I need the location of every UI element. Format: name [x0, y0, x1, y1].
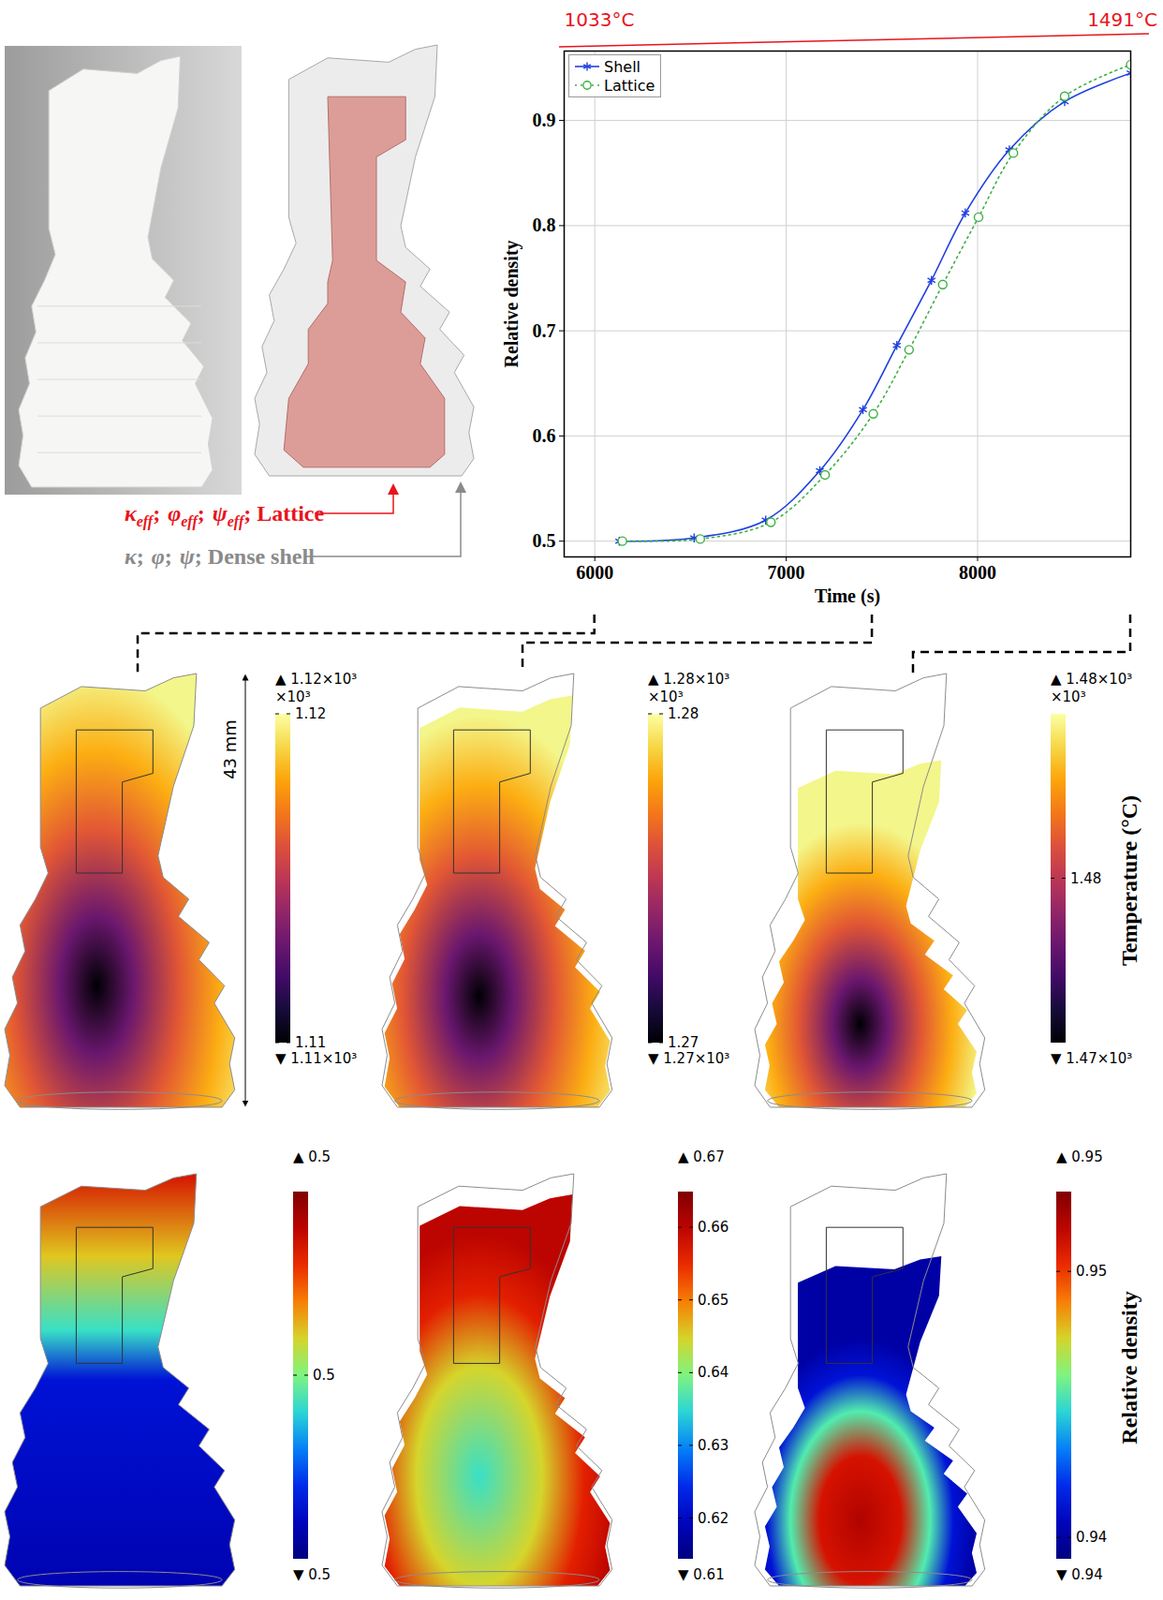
svg-text:Relative density: Relative density — [1117, 1290, 1142, 1443]
svg-text:0.94: 0.94 — [1075, 1528, 1107, 1546]
svg-text:1491°C: 1491°C — [1087, 8, 1158, 31]
svg-text:0.62: 0.62 — [697, 1509, 729, 1527]
svg-text:▼ 1.27×10³: ▼ 1.27×10³ — [647, 1049, 730, 1067]
svg-text:1.11: 1.11 — [294, 1033, 326, 1051]
html-text:Lattice: Lattice — [603, 76, 655, 95]
svg-text:0.95: 0.95 — [1075, 1262, 1107, 1280]
svg-text:0.5: 0.5 — [532, 529, 557, 551]
svg-text:1.28: 1.28 — [667, 705, 699, 722]
svg-text:Time (s): Time (s) — [814, 585, 881, 607]
svg-text:Relative density: Relative density — [500, 239, 523, 368]
svg-text:▼ 1.11×10³: ▼ 1.11×10³ — [275, 1049, 357, 1067]
svg-text:▼ 1.47×10³: ▼ 1.47×10³ — [1050, 1049, 1133, 1067]
svg-text:1.27: 1.27 — [667, 1033, 699, 1051]
svg-text:×10³: ×10³ — [647, 688, 684, 706]
svg-text:▲ 0.5: ▲ 0.5 — [293, 1148, 331, 1165]
svg-text:0.65: 0.65 — [697, 1291, 729, 1309]
svg-text:▲ 0.95: ▲ 0.95 — [1056, 1148, 1104, 1165]
svg-text:κ;φ;ψ; Dense shell: κ;φ;ψ; Dense shell — [124, 544, 315, 569]
svg-text:▼ 0.94: ▼ 0.94 — [1056, 1565, 1104, 1583]
svg-text:7000: 7000 — [767, 561, 806, 583]
svg-text:×10³: ×10³ — [1050, 688, 1087, 706]
svg-text:1.12: 1.12 — [294, 705, 326, 722]
svg-text:1033°C: 1033°C — [564, 8, 635, 31]
svg-text:6000: 6000 — [575, 561, 614, 583]
svg-text:▲ 1.28×10³: ▲ 1.28×10³ — [647, 670, 730, 688]
svg-text:1.48: 1.48 — [1070, 869, 1102, 887]
svg-text:0.7: 0.7 — [532, 320, 557, 341]
svg-text:▼ 0.61: ▼ 0.61 — [677, 1565, 725, 1583]
svg-text:Temperature (°C): Temperature (°C) — [1117, 794, 1142, 966]
svg-text:▲ 0.67: ▲ 0.67 — [677, 1148, 725, 1165]
svg-text:0.63: 0.63 — [697, 1436, 729, 1454]
svg-text:43 mm: 43 mm — [220, 719, 240, 780]
svg-text:▲ 1.48×10³: ▲ 1.48×10³ — [1050, 670, 1133, 688]
svg-text:0.8: 0.8 — [532, 214, 557, 236]
svg-text:▲ 1.12×10³: ▲ 1.12×10³ — [275, 670, 357, 688]
svg-text:0.64: 0.64 — [697, 1363, 729, 1381]
svg-text:×10³: ×10³ — [275, 688, 311, 706]
svg-text:▼ 0.5: ▼ 0.5 — [293, 1565, 331, 1583]
svg-text:0.9: 0.9 — [532, 109, 557, 131]
svg-text:0.66: 0.66 — [697, 1218, 729, 1236]
svg-text:0.5: 0.5 — [312, 1366, 336, 1384]
svg-text:κeff;φeff;ψeff; Lattice: κeff;φeff;ψeff; Lattice — [124, 500, 325, 530]
svg-text:8000: 8000 — [958, 561, 997, 583]
svg-text:0.6: 0.6 — [532, 425, 557, 446]
html-text:Shell: Shell — [603, 57, 641, 76]
